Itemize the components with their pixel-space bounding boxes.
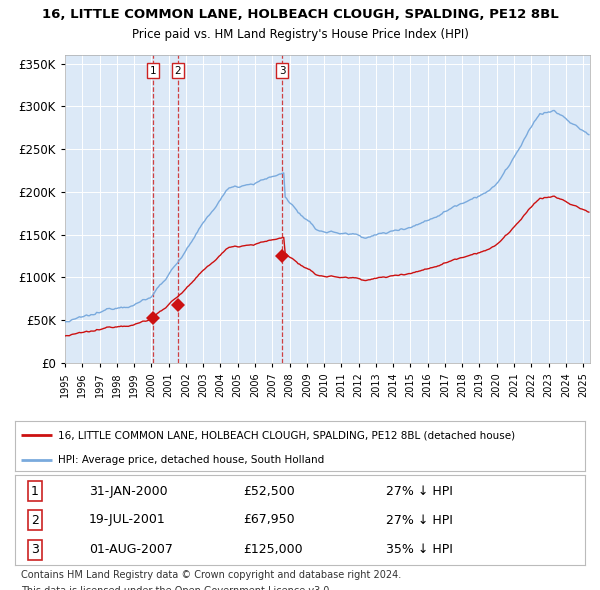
Text: 31-JAN-2000: 31-JAN-2000: [89, 485, 168, 498]
Text: 35% ↓ HPI: 35% ↓ HPI: [386, 543, 452, 556]
Text: £125,000: £125,000: [243, 543, 302, 556]
Text: 2: 2: [31, 513, 39, 526]
Text: 16, LITTLE COMMON LANE, HOLBEACH CLOUGH, SPALDING, PE12 8BL (detached house): 16, LITTLE COMMON LANE, HOLBEACH CLOUGH,…: [58, 430, 515, 440]
Text: 27% ↓ HPI: 27% ↓ HPI: [386, 485, 452, 498]
Text: 3: 3: [31, 543, 39, 556]
Text: 27% ↓ HPI: 27% ↓ HPI: [386, 513, 452, 526]
Text: 1: 1: [149, 65, 156, 76]
Text: 3: 3: [279, 65, 286, 76]
Text: Contains HM Land Registry data © Crown copyright and database right 2024.: Contains HM Land Registry data © Crown c…: [20, 571, 401, 581]
Text: 16, LITTLE COMMON LANE, HOLBEACH CLOUGH, SPALDING, PE12 8BL: 16, LITTLE COMMON LANE, HOLBEACH CLOUGH,…: [41, 8, 559, 21]
Text: Price paid vs. HM Land Registry's House Price Index (HPI): Price paid vs. HM Land Registry's House …: [131, 28, 469, 41]
Text: 01-AUG-2007: 01-AUG-2007: [89, 543, 173, 556]
Text: 1: 1: [31, 485, 39, 498]
Text: 19-JUL-2001: 19-JUL-2001: [89, 513, 166, 526]
Text: £67,950: £67,950: [243, 513, 295, 526]
Text: HPI: Average price, detached house, South Holland: HPI: Average price, detached house, Sout…: [58, 455, 324, 465]
Text: £52,500: £52,500: [243, 485, 295, 498]
Text: This data is licensed under the Open Government Licence v3.0.: This data is licensed under the Open Gov…: [20, 585, 332, 590]
Text: 2: 2: [175, 65, 181, 76]
